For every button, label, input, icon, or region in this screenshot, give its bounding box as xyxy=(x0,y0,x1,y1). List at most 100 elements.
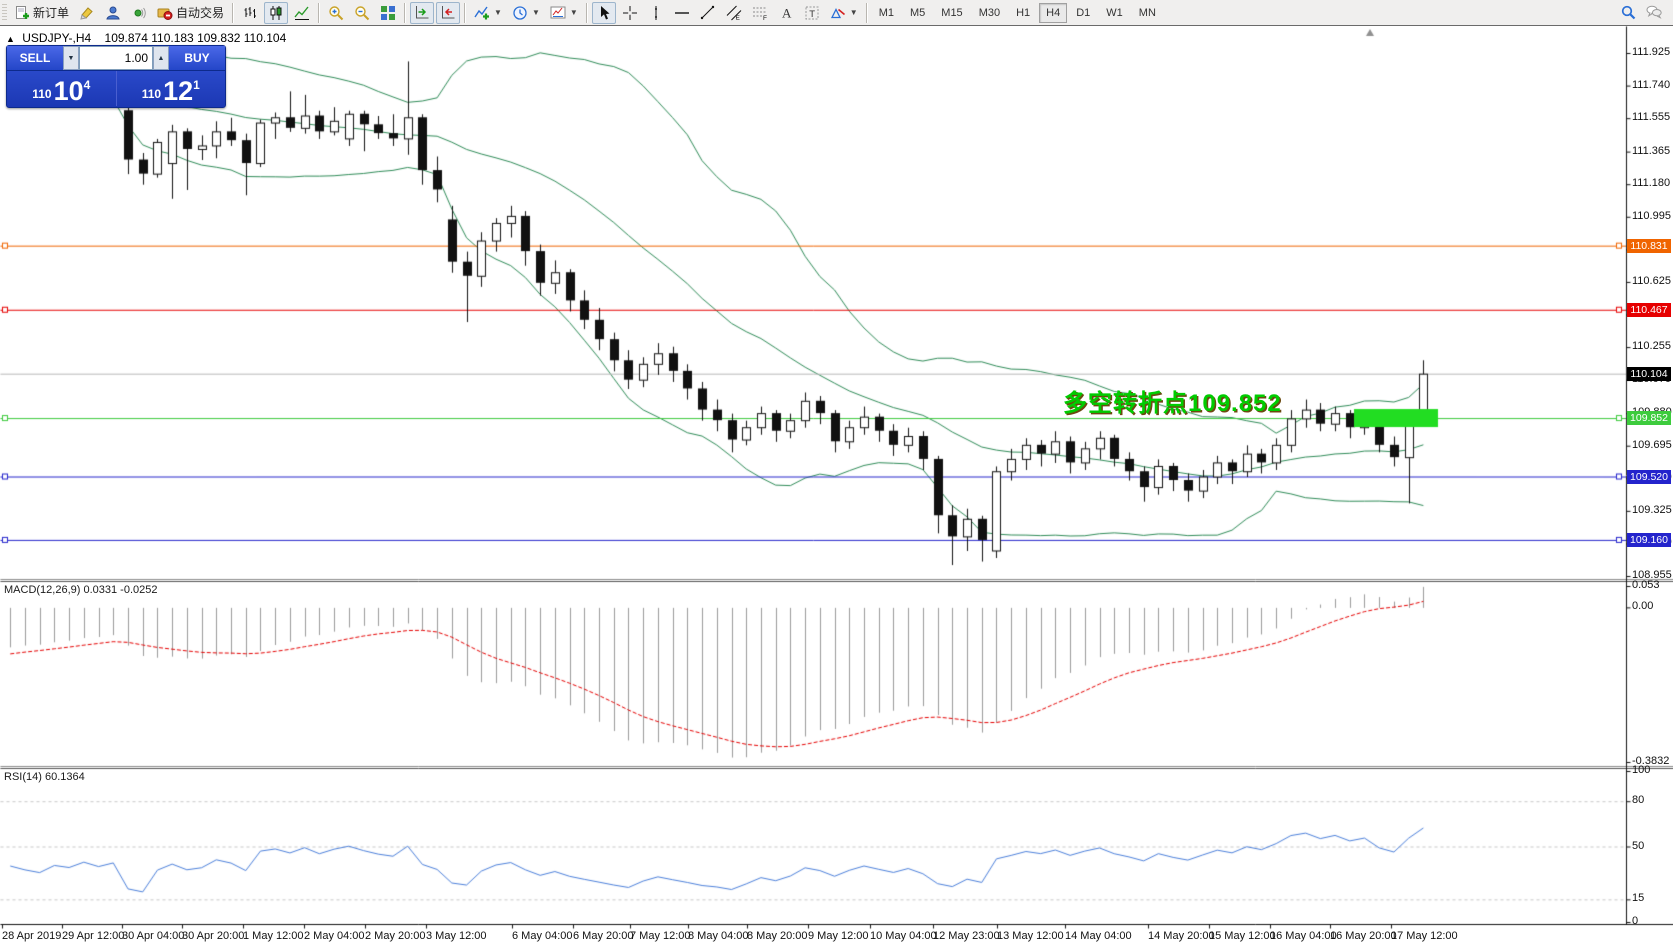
price-tag-110.831[interactable]: 110.831 xyxy=(1627,238,1671,253)
timeframe-h4-button[interactable]: H4 xyxy=(1039,2,1068,23)
chart-plot[interactable] xyxy=(0,26,1673,949)
date-axis-tick[interactable]: 8 May 04:00 xyxy=(688,930,749,942)
trendline-button[interactable] xyxy=(696,2,720,24)
zoom-out-button[interactable] xyxy=(350,2,374,24)
timeframe-d1-button[interactable]: D1 xyxy=(1076,6,1091,19)
price-axis-tick[interactable]: 110.255 xyxy=(1632,340,1671,353)
price-axis-tick[interactable]: 111.555 xyxy=(1632,111,1671,124)
price-tag-109.160[interactable]: 109.160 xyxy=(1627,532,1671,547)
date-axis-tick[interactable]: 2 May 04:00 xyxy=(304,930,365,942)
channel-button[interactable]: E xyxy=(722,2,746,24)
search-button[interactable] xyxy=(1616,1,1640,23)
tile-windows-button[interactable] xyxy=(376,2,400,24)
pivot-annotation-text[interactable]: 多空转折点109.852 xyxy=(1063,390,1282,417)
dropdown-arrow-icon[interactable]: ▼ xyxy=(531,8,540,17)
volume-increase-button[interactable]: ▲ xyxy=(153,46,169,70)
date-axis-tick[interactable]: 16 May 20:00 xyxy=(1330,930,1397,942)
date-axis-tick[interactable]: 17 May 12:00 xyxy=(1391,930,1458,942)
sell-price-display[interactable]: 110 10 4 xyxy=(7,71,117,106)
price-axis-tick[interactable]: 111.925 xyxy=(1632,46,1671,58)
price-tag-109.852[interactable]: 109.852 xyxy=(1627,411,1671,426)
volume-decrease-button[interactable]: ▼ xyxy=(63,46,79,70)
date-axis-tick[interactable]: 30 Apr 04:00 xyxy=(122,930,185,942)
crosshair-button[interactable] xyxy=(618,2,642,24)
price-axis-tick[interactable]: 109.325 xyxy=(1632,503,1672,516)
buy-button[interactable]: BUY xyxy=(169,46,225,70)
profile-button[interactable] xyxy=(101,2,125,24)
date-axis-tick[interactable]: 28 Apr 2019 xyxy=(2,930,62,942)
fibonacci-button[interactable]: F xyxy=(748,2,772,24)
volume-input[interactable] xyxy=(79,46,153,70)
macd-axis-max[interactable]: 0.053 xyxy=(1632,579,1660,591)
timeframe-w1-button[interactable]: W1 xyxy=(1106,6,1123,19)
macd-axis-zero[interactable]: 0.00 xyxy=(1632,600,1654,613)
date-axis-tick[interactable]: 29 Apr 12:00 xyxy=(62,930,125,942)
date-axis-tick[interactable]: 3 May 12:00 xyxy=(426,930,487,942)
cursor-button[interactable] xyxy=(591,1,616,24)
rsi-axis-label[interactable]: 0 xyxy=(1632,915,1639,927)
price-axis-tick[interactable]: 110.995 xyxy=(1632,209,1671,222)
sell-button[interactable]: SELL xyxy=(7,46,63,70)
timeframe-m5-button[interactable]: M5 xyxy=(910,6,926,19)
bar-chart-button[interactable] xyxy=(238,2,262,24)
date-axis-tick[interactable]: 13 May 12:00 xyxy=(997,930,1064,942)
price-axis-tick[interactable]: 109.695 xyxy=(1632,438,1672,451)
date-axis-tick[interactable]: 6 May 20:00 xyxy=(573,930,634,942)
periods-button[interactable]: ▼ xyxy=(508,2,544,24)
date-axis-tick[interactable]: 7 May 12:00 xyxy=(630,930,691,942)
price-axis-tick[interactable]: 110.625 xyxy=(1632,274,1671,287)
candlestick-chart-button[interactable] xyxy=(264,1,289,24)
price-tag-109.520[interactable]: 109.520 xyxy=(1627,469,1671,484)
date-axis-tick[interactable]: 15 May 12:00 xyxy=(1209,930,1276,942)
indicators-button[interactable]: ▼ xyxy=(470,2,506,24)
rsi-axis-label[interactable]: 50 xyxy=(1632,839,1645,852)
autotrading-button[interactable]: 自动交易 xyxy=(153,1,228,24)
zoom-in-button[interactable] xyxy=(324,2,348,24)
chart-shift-button[interactable] xyxy=(436,1,461,24)
date-axis-tick[interactable]: 16 May 04:00 xyxy=(1270,930,1337,942)
text-button[interactable]: A xyxy=(774,2,798,24)
timeframe-m30-button[interactable]: M30 xyxy=(978,6,1001,19)
line-chart-button[interactable] xyxy=(290,2,314,24)
rsi-axis-label[interactable]: 80 xyxy=(1632,794,1645,807)
buy-price-display[interactable]: 110 12 1 xyxy=(117,71,226,106)
price-axis-tick[interactable]: 111.365 xyxy=(1632,144,1671,157)
date-axis-tick[interactable]: 10 May 04:00 xyxy=(870,930,937,942)
date-axis-tick[interactable]: 8 May 20:00 xyxy=(747,930,808,942)
timeframe-m15-button[interactable]: M15 xyxy=(941,6,963,19)
rsi-axis-label[interactable]: 100 xyxy=(1632,764,1651,776)
price-tag-110.467[interactable]: 110.467 xyxy=(1627,302,1671,317)
horizontal-line-button[interactable] xyxy=(670,2,694,24)
sound-button[interactable] xyxy=(127,2,151,24)
rsi-axis-label[interactable]: 15 xyxy=(1632,892,1645,905)
date-axis-tick[interactable]: 1 May 12:00 xyxy=(243,930,304,942)
chat-button[interactable] xyxy=(1642,1,1666,23)
timeframe-mn-button[interactable]: MN xyxy=(1138,6,1156,19)
text-label-button[interactable]: T xyxy=(800,2,824,24)
price-axis-tick[interactable]: 108.955 xyxy=(1632,569,1672,582)
date-axis-tick[interactable]: 30 Apr 20:00 xyxy=(182,930,245,942)
shapes-button[interactable]: ▼ xyxy=(826,2,862,24)
dropdown-arrow-icon[interactable]: ▼ xyxy=(849,8,858,17)
toolbar-grip[interactable] xyxy=(2,3,7,22)
highlighter-button[interactable] xyxy=(75,2,99,24)
price-tag-110.104[interactable]: 110.104 xyxy=(1627,366,1671,381)
timeframe-m1-button[interactable]: M1 xyxy=(878,6,894,19)
timeframe-h1-button[interactable]: H1 xyxy=(1016,6,1031,19)
date-axis-tick[interactable]: 14 May 20:00 xyxy=(1148,930,1215,942)
collapse-quote-panel-icon[interactable]: ▲ xyxy=(6,34,15,44)
date-axis-tick[interactable]: 6 May 04:00 xyxy=(512,930,573,942)
date-axis-tick[interactable]: 9 May 12:00 xyxy=(808,930,869,942)
macd-axis-min[interactable]: -0.3832 xyxy=(1632,755,1670,767)
date-axis-tick[interactable]: 12 May 23:00 xyxy=(933,930,1000,942)
dropdown-arrow-icon[interactable]: ▼ xyxy=(494,8,502,17)
date-axis-tick[interactable]: 2 May 20:00 xyxy=(365,930,426,942)
date-axis-tick[interactable]: 14 May 04:00 xyxy=(1065,930,1132,942)
price-axis-tick[interactable]: 111.180 xyxy=(1632,177,1671,190)
vertical-line-button[interactable] xyxy=(644,2,668,24)
price-axis-tick[interactable]: 111.740 xyxy=(1632,78,1671,91)
dropdown-arrow-icon[interactable]: ▼ xyxy=(569,8,578,17)
templates-button[interactable]: ▼ xyxy=(546,2,582,24)
new-order-button[interactable]: 新订单 xyxy=(10,1,73,24)
auto-scroll-button[interactable] xyxy=(410,1,435,24)
